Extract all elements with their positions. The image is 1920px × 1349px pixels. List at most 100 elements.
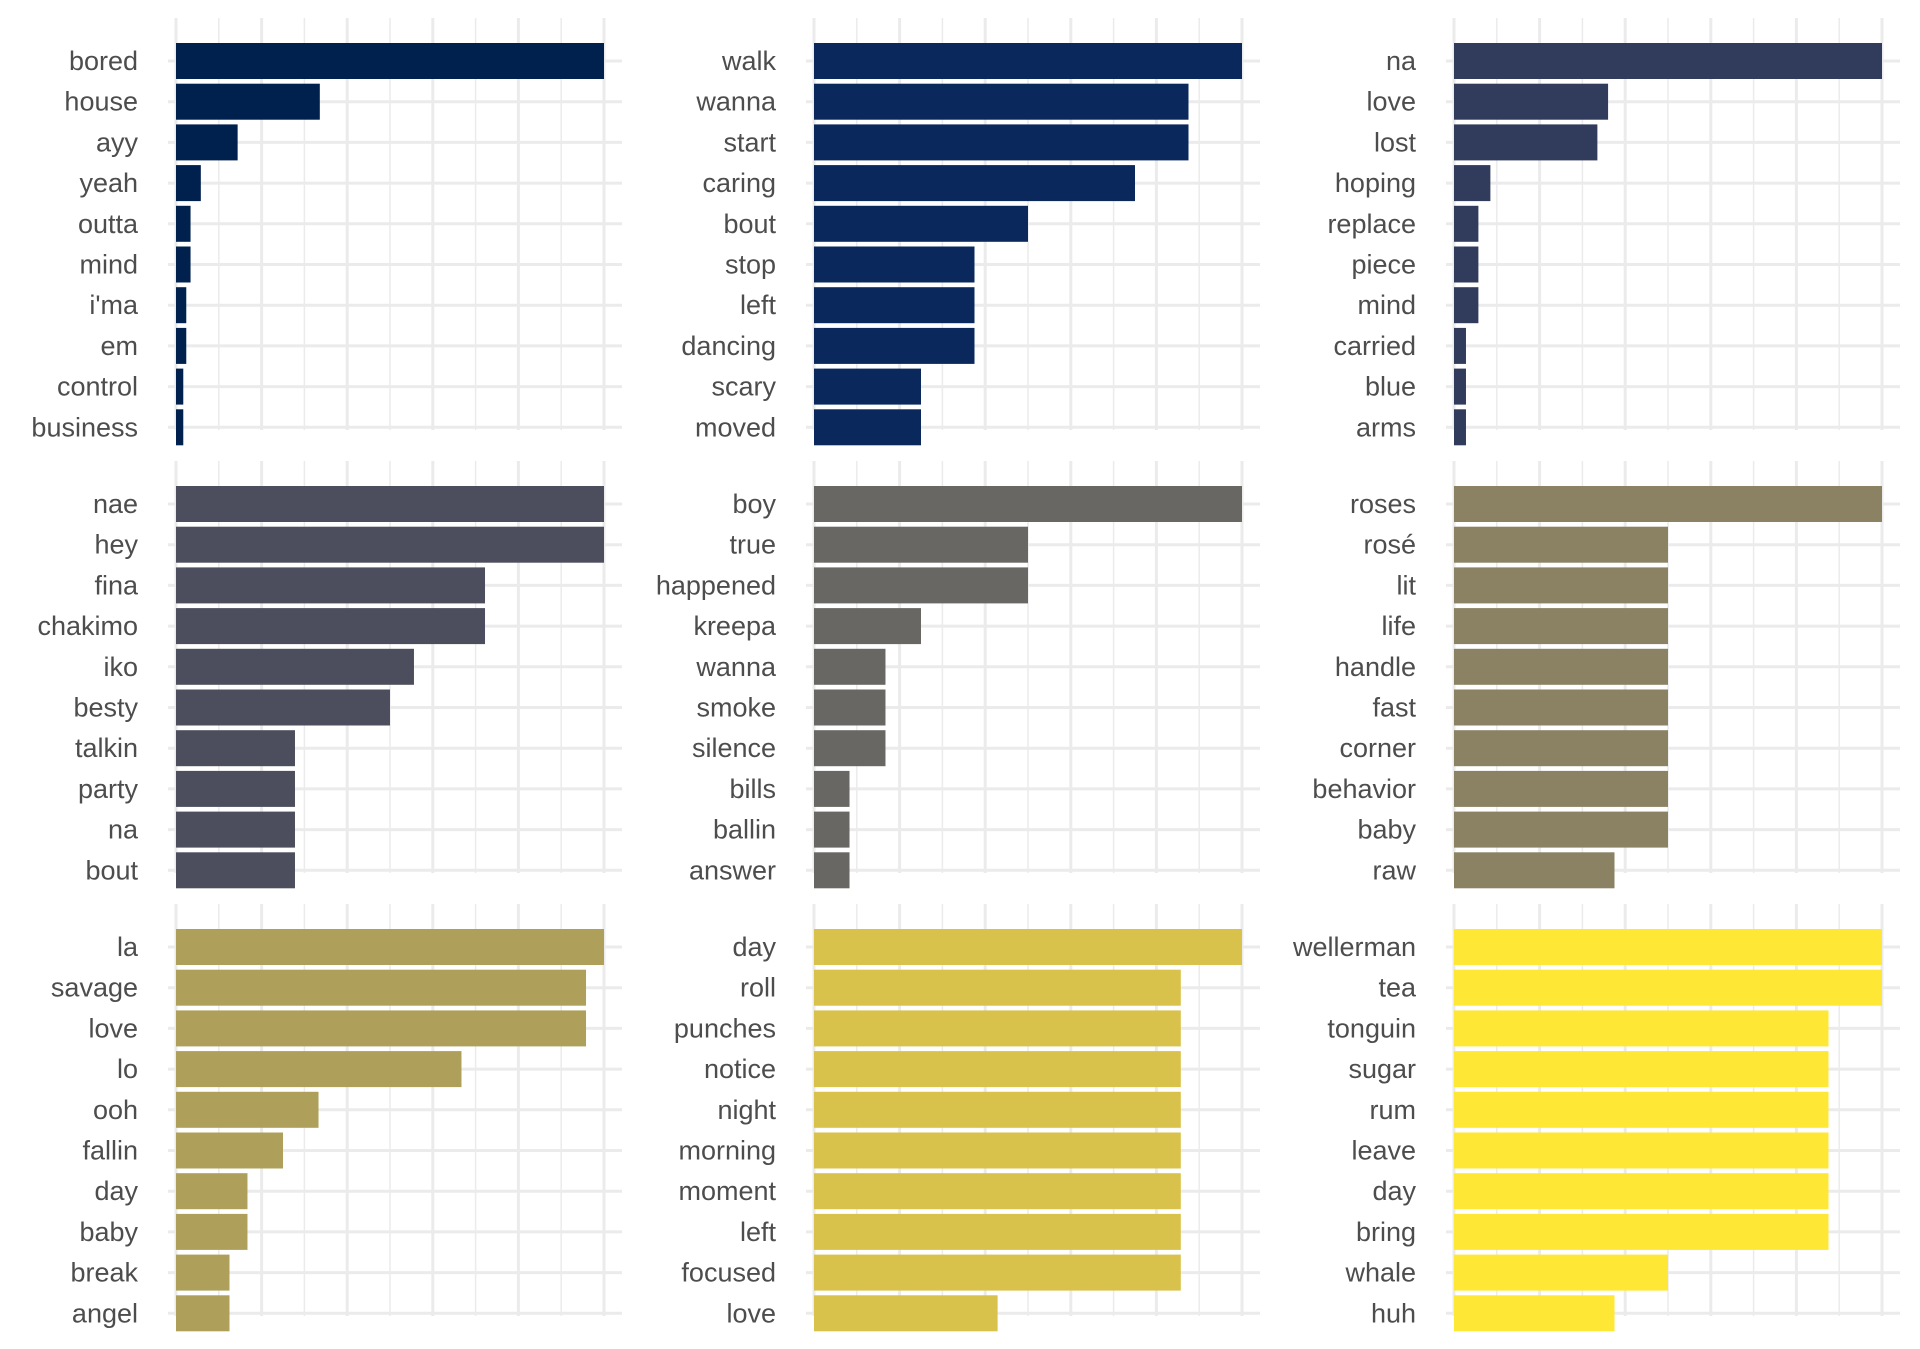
bar (1454, 1132, 1829, 1169)
category-label: sugar (1348, 1054, 1416, 1084)
category-label: leave (1351, 1136, 1416, 1166)
category-label: night (717, 1095, 776, 1125)
category-label: answer (689, 855, 776, 885)
bar (1454, 124, 1598, 161)
category-label: love (88, 1013, 138, 1043)
category-label: ooh (93, 1095, 138, 1125)
category-label: notice (704, 1054, 776, 1084)
category-label: blue (1365, 372, 1416, 402)
category-label: bout (723, 209, 776, 239)
category-label: house (64, 87, 138, 117)
category-label: silence (692, 733, 776, 763)
category-label: fina (94, 570, 139, 600)
bar (814, 1254, 1181, 1291)
bar (176, 852, 295, 889)
category-label: bring (1356, 1217, 1416, 1247)
category-label: savage (51, 973, 138, 1003)
category-label: day (1372, 1176, 1416, 1206)
bar (814, 287, 975, 324)
category-label: wanna (695, 87, 777, 117)
facet-panel: nae hey fina chakimo iko besty talkin party na bo… (37, 461, 622, 889)
category-label: handle (1335, 652, 1416, 682)
bar (1454, 811, 1668, 848)
bar (176, 969, 587, 1006)
bar (814, 567, 1028, 604)
facet-panel: bored house ayy yeah outta mind i'ma em control b… (31, 18, 622, 446)
bar (814, 1051, 1181, 1088)
bar (1454, 1051, 1829, 1088)
category-label: stop (725, 250, 776, 280)
category-label: carried (1333, 331, 1416, 361)
bar (176, 246, 191, 283)
category-label: tonguin (1327, 1013, 1416, 1043)
facet-panel: walk wanna start caring bout stop left dancing s… (681, 18, 1260, 446)
category-label: rum (1370, 1095, 1417, 1125)
category-label: love (726, 1298, 776, 1328)
category-label: walk (721, 46, 777, 76)
bar (1454, 246, 1479, 283)
category-label: fallin (82, 1136, 138, 1166)
bar (176, 608, 486, 645)
bar (1454, 43, 1882, 79)
category-label: iko (103, 652, 138, 682)
bar (814, 246, 975, 283)
category-label: hoping (1335, 168, 1416, 198)
bar (1454, 689, 1668, 726)
category-label: ayy (96, 127, 139, 157)
facet-panel: boy true happened kreepa wanna smoke silence bi… (656, 461, 1260, 889)
bar (1454, 608, 1668, 645)
category-label: corner (1339, 733, 1416, 763)
bar (814, 730, 886, 767)
category-label: caring (702, 168, 776, 198)
bar (814, 43, 1242, 79)
category-label: kreepa (693, 611, 777, 641)
bar (176, 165, 201, 202)
category-label: i'ma (89, 290, 139, 320)
category-label: talkin (75, 733, 138, 763)
bar (176, 1213, 248, 1250)
facet-panel: la savage love lo ooh fallin day baby break angel (51, 904, 622, 1332)
bar (814, 929, 1242, 965)
bar (814, 969, 1181, 1006)
category-label: tea (1378, 973, 1417, 1003)
category-label: ballin (713, 815, 776, 845)
bar (176, 811, 295, 848)
bar (1454, 83, 1609, 120)
bar (176, 287, 187, 324)
bar (814, 165, 1135, 202)
category-label: day (732, 932, 776, 962)
bar (814, 1295, 998, 1332)
category-label: start (723, 127, 776, 157)
bar (176, 730, 295, 767)
bar (1454, 368, 1466, 405)
bar (176, 1091, 319, 1128)
bar (814, 1010, 1181, 1047)
category-label: true (729, 530, 776, 560)
facet-panel: na love lost hoping replace piece mind carried b… (1327, 18, 1900, 446)
category-label: piece (1351, 250, 1416, 280)
bar (176, 327, 187, 364)
bar (1454, 287, 1479, 324)
category-label: chakimo (37, 611, 138, 641)
category-label: mind (1357, 290, 1416, 320)
bar (176, 567, 486, 604)
facet-panel: day roll punches notice night morning moment le… (674, 904, 1260, 1332)
category-label: nae (93, 489, 138, 519)
bar (1454, 526, 1668, 563)
bar (1454, 969, 1882, 1006)
bar (1454, 648, 1668, 685)
bar (176, 43, 604, 79)
category-label: lit (1397, 570, 1417, 600)
category-label: happened (656, 570, 776, 600)
bar (814, 648, 886, 685)
category-label: huh (1371, 1298, 1416, 1328)
category-label: na (1386, 46, 1417, 76)
category-label: left (740, 1217, 777, 1247)
category-label: rosé (1363, 530, 1416, 560)
bar (176, 648, 414, 685)
category-label: control (57, 372, 138, 402)
bar (176, 486, 604, 522)
bar (814, 327, 975, 364)
category-label: em (100, 331, 138, 361)
